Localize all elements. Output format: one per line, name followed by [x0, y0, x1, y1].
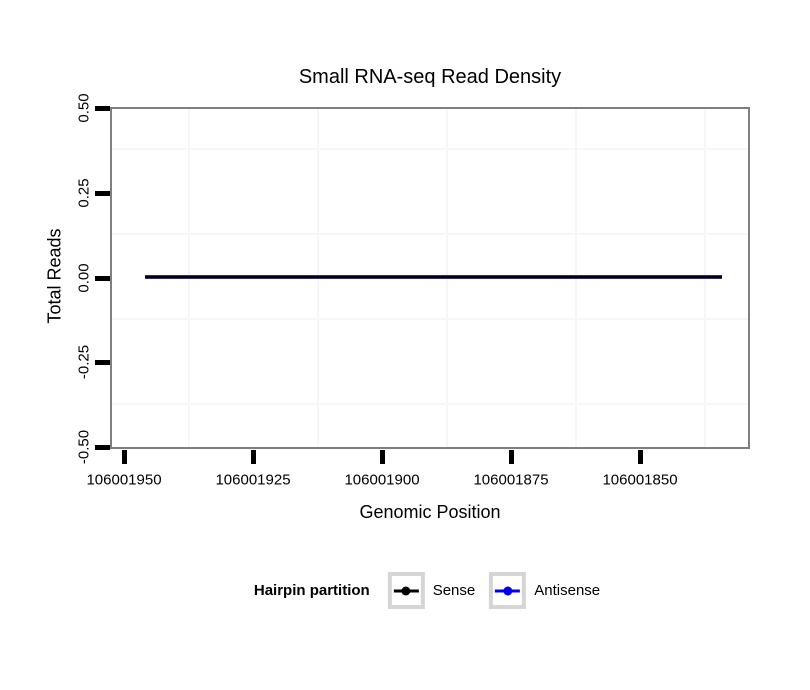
- x-tick: [509, 450, 514, 464]
- legend: Hairpin partition Sense Antisense: [254, 572, 614, 609]
- point-glyph-icon: [401, 586, 411, 595]
- y-tick-label: 0.50: [75, 93, 93, 123]
- x-tick-label: 106001925: [215, 471, 291, 489]
- x-tick: [380, 450, 385, 464]
- series-line-sense-antisense-overplotted: [145, 275, 722, 279]
- y-tick-label: 0.00: [75, 263, 93, 293]
- x-tick-label: 106001875: [473, 471, 549, 489]
- legend-entry-sense: Sense: [387, 572, 476, 609]
- gridline-horizontal: [112, 233, 748, 235]
- x-tick-label: 106001950: [86, 471, 162, 489]
- y-tick: [95, 445, 110, 450]
- point-glyph-icon: [503, 586, 513, 595]
- y-tick: [95, 276, 110, 281]
- chart-title: Small RNA-seq Read Density: [298, 66, 562, 88]
- legend-title: Hairpin partition: [253, 582, 370, 599]
- gridline-horizontal: [112, 148, 748, 150]
- gridline-horizontal: [112, 403, 748, 405]
- gridline-horizontal: [112, 318, 748, 320]
- x-tick-label: 106001850: [602, 471, 678, 489]
- x-tick-label: 106001900: [344, 471, 420, 489]
- y-tick: [95, 106, 110, 111]
- x-tick: [638, 450, 643, 464]
- x-tick: [251, 450, 256, 464]
- y-axis-title: Total Reads: [44, 228, 65, 324]
- legend-label: Antisense: [534, 582, 601, 599]
- y-tick: [95, 360, 110, 365]
- legend-entry-antisense: Antisense: [489, 572, 600, 609]
- legend-key-sense: [387, 572, 425, 609]
- y-tick-label: -0.25: [75, 344, 93, 380]
- legend-key-antisense: [489, 572, 527, 609]
- y-tick: [95, 191, 110, 196]
- y-tick-label: -0.50: [75, 429, 93, 465]
- legend-label: Sense: [432, 582, 476, 599]
- y-tick-label: 0.25: [75, 178, 93, 208]
- x-axis-title: Genomic Position: [359, 502, 501, 522]
- x-tick: [122, 450, 127, 464]
